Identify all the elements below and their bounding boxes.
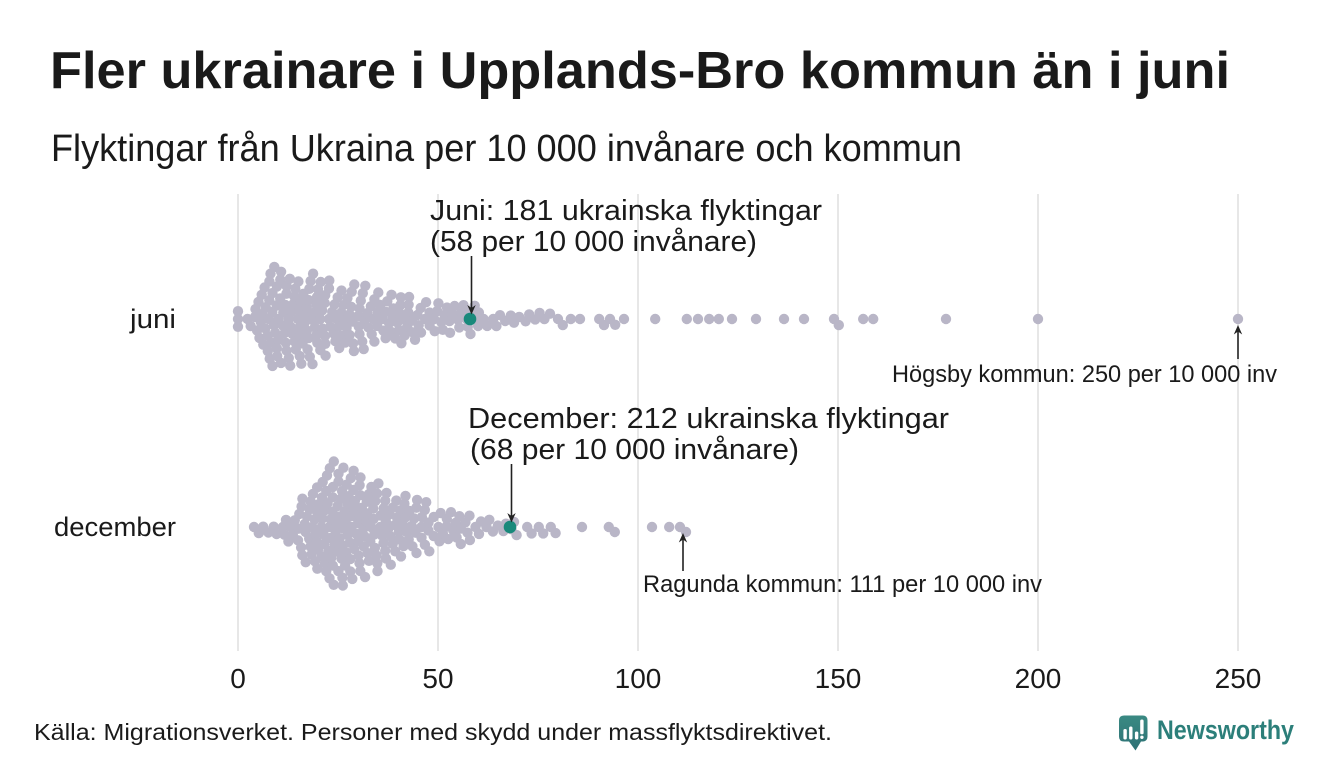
svg-text:Juni: 181 ukrainska flyktingar: Juni: 181 ukrainska flyktingar [430, 195, 822, 227]
svg-text:200: 200 [1015, 663, 1062, 694]
svg-text:50: 50 [422, 663, 453, 694]
svg-text:(58 per 10 000 invånare): (58 per 10 000 invånare) [430, 226, 757, 258]
svg-text:250: 250 [1215, 663, 1262, 694]
svg-text:100: 100 [615, 663, 662, 694]
svg-text:0: 0 [230, 663, 246, 694]
svg-text:Källa: Migrationsverket. Perso: Källa: Migrationsverket. Personer med sk… [34, 719, 832, 745]
svg-text:juni: juni [129, 304, 176, 334]
svg-text:(68 per 10 000 invånare): (68 per 10 000 invånare) [470, 434, 799, 466]
svg-text:december: december [54, 512, 176, 542]
svg-text:Fler ukrainare i Upplands-Bro: Fler ukrainare i Upplands-Bro kommun än … [50, 42, 1230, 100]
svg-text:Flyktingar från Ukraina per 10: Flyktingar från Ukraina per 10 000 invån… [51, 128, 962, 170]
svg-text:150: 150 [815, 663, 862, 694]
svg-text:Högsby kommun: 250 per 10 000: Högsby kommun: 250 per 10 000 inv [892, 361, 1277, 388]
svg-text:Newsworthy: Newsworthy [1157, 715, 1294, 745]
svg-text:December: 212 ukrainska flykti: December: 212 ukrainska flyktingar [468, 403, 949, 435]
svg-text:Ragunda kommun: 111 per 10 000: Ragunda kommun: 111 per 10 000 inv [643, 571, 1042, 598]
